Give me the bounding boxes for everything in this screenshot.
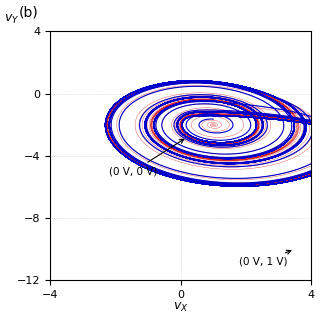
Text: (0 V, 0 V): (0 V, 0 V) <box>109 139 184 176</box>
Text: (0 V, 1 V): (0 V, 1 V) <box>239 250 291 267</box>
Text: (b): (b) <box>19 5 39 20</box>
Y-axis label: $v_Y$: $v_Y$ <box>4 13 19 26</box>
X-axis label: $v_X$: $v_X$ <box>173 301 188 315</box>
